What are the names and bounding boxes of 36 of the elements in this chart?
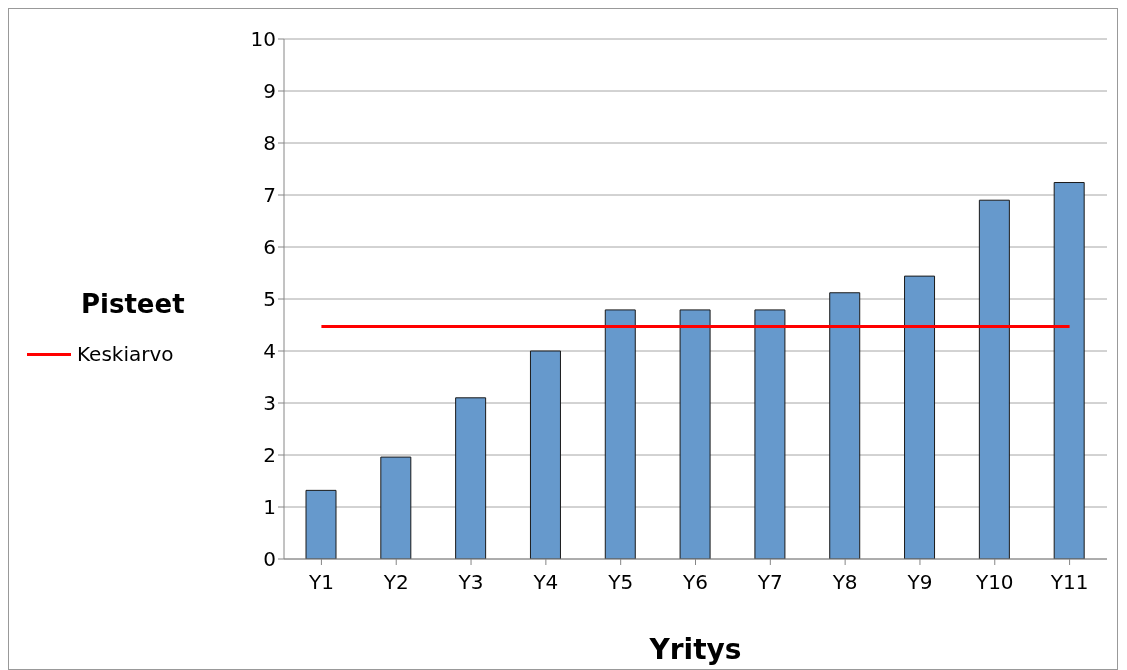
legend-label: Keskiarvo xyxy=(77,342,174,366)
y-tick-label: 7 xyxy=(263,183,276,208)
x-tick-label: Y9 xyxy=(906,570,933,595)
bar xyxy=(978,199,1010,559)
y-tick-label: 10 xyxy=(250,27,276,52)
bar xyxy=(829,292,861,559)
y-tick-label: 4 xyxy=(263,339,276,364)
bar xyxy=(604,309,636,559)
x-tick-label: Y10 xyxy=(974,570,1014,595)
y-axis-title: Pisteet xyxy=(81,289,185,319)
bar xyxy=(529,350,561,559)
x-tick-label: Y3 xyxy=(457,570,484,595)
bar xyxy=(380,456,412,559)
bar xyxy=(679,309,711,559)
x-tick-label: Y2 xyxy=(382,570,409,595)
y-tick-label: 2 xyxy=(263,443,276,468)
bar xyxy=(904,275,936,559)
y-tick-label: 8 xyxy=(263,131,276,156)
y-tick-label: 0 xyxy=(263,547,276,572)
bar xyxy=(455,397,487,559)
bar xyxy=(754,309,786,559)
y-tick-label: 6 xyxy=(263,235,276,260)
bar xyxy=(305,489,337,559)
bar xyxy=(1053,182,1085,559)
x-axis-title: Yritys xyxy=(648,633,742,666)
x-tick-label: Y1 xyxy=(307,570,334,595)
y-tick-label: 3 xyxy=(263,391,276,416)
x-tick-label: Y6 xyxy=(682,570,708,595)
x-tick-label: Y4 xyxy=(532,570,559,595)
y-tick-label: 1 xyxy=(263,495,276,520)
x-tick-label: Y11 xyxy=(1049,570,1089,595)
x-tick-label: Y8 xyxy=(831,570,858,595)
y-tick-label: 9 xyxy=(263,79,276,104)
x-tick-label: Y7 xyxy=(756,570,783,595)
x-tick-label: Y5 xyxy=(607,570,634,595)
y-tick-label: 5 xyxy=(263,287,276,312)
